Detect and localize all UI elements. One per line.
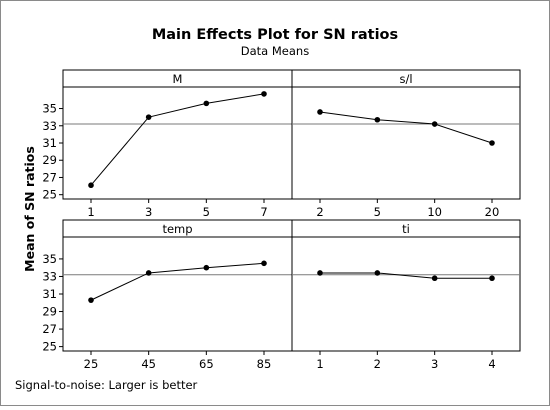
data-point: [431, 121, 438, 127]
panel-border: [291, 219, 521, 352]
x-tick-label: 7: [260, 205, 267, 219]
y-tick-label: 29: [42, 153, 57, 167]
y-tick-label: 35: [42, 252, 57, 266]
y-tick-label: 27: [42, 170, 57, 184]
data-point: [145, 114, 152, 120]
data-point: [431, 275, 438, 282]
x-tick-label: 65: [199, 357, 214, 371]
x-tick-label: 1: [316, 357, 323, 371]
x-tick-label: 25: [84, 357, 99, 371]
data-point: [145, 270, 152, 276]
x-tick-label: 20: [485, 205, 500, 219]
panel-border: [62, 69, 293, 200]
y-tick-label: 31: [42, 287, 57, 301]
y-tick-label: 27: [42, 322, 57, 336]
panel-border: [62, 219, 293, 352]
data-point: [489, 275, 495, 282]
x-tick-label: 85: [257, 357, 272, 371]
panel-strip-label: s/l: [399, 72, 412, 86]
panel-strip-label: temp: [162, 222, 192, 236]
x-tick-label: 10: [427, 205, 442, 219]
x-tick-label: 4: [488, 357, 495, 371]
y-tick-label: 31: [42, 136, 57, 150]
panel-3: ti 1 2 3 4: [291, 219, 521, 371]
panel-strip-label: M: [173, 72, 183, 86]
x-tick-label: 2: [374, 357, 381, 371]
y-tick-label: 29: [42, 305, 57, 319]
y-tick-label: 33: [42, 119, 57, 133]
data-point: [374, 116, 381, 123]
y-tick-label: 33: [42, 269, 57, 283]
x-tick-label: 2: [316, 205, 323, 219]
panel-border: [291, 69, 521, 200]
series-line: [320, 272, 492, 279]
chart-subtitle: Data Means: [241, 44, 309, 58]
x-tick-label: 3: [145, 205, 152, 219]
data-point: [317, 270, 323, 276]
y-tick-label: 35: [42, 102, 57, 116]
panel-2: temp 25 27 29 31 33 35 25 45 65 85: [42, 219, 293, 371]
footnote: Signal-to-noise: Larger is better: [15, 378, 198, 392]
y-tick-label: 25: [42, 340, 57, 354]
data-point: [88, 297, 94, 303]
data-point: [203, 264, 210, 271]
x-tick-label: 5: [203, 205, 210, 219]
data-point: [88, 182, 94, 189]
x-tick-label: 45: [141, 357, 156, 371]
y-axis-label: Mean of SN ratios: [22, 146, 37, 272]
data-point: [261, 91, 267, 97]
chart-title: Main Effects Plot for SN ratios: [152, 27, 398, 43]
x-tick-label: 1: [87, 205, 94, 219]
series-line: [90, 262, 265, 301]
y-tick-label: 25: [42, 188, 57, 202]
panel-1: s/l 2 5 10 20: [291, 69, 521, 219]
x-tick-label: 3: [431, 357, 438, 371]
data-point: [261, 260, 267, 267]
data-point: [489, 140, 495, 146]
series-line: [90, 93, 265, 186]
data-point: [203, 100, 210, 107]
panel-strip-label: ti: [402, 222, 410, 236]
data-point: [317, 109, 323, 115]
x-tick-label: 5: [374, 205, 381, 219]
series-line: [319, 111, 493, 144]
data-point: [374, 270, 381, 276]
